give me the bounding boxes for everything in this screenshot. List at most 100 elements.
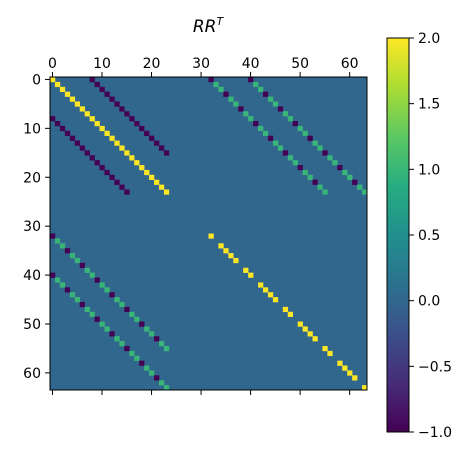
heatmap-cell — [134, 316, 140, 322]
heatmap-cell — [69, 253, 76, 259]
heatmap-cell — [248, 272, 254, 278]
heatmap-cell — [119, 184, 125, 190]
heatmap-cell — [163, 150, 170, 156]
heatmap-cell — [84, 150, 90, 156]
heatmap-cell — [262, 130, 269, 136]
heatmap-cell — [258, 282, 264, 288]
heatmap-cell — [253, 121, 259, 127]
heatmap-cell — [69, 96, 76, 102]
y-tick-label: 20 — [23, 170, 41, 186]
heatmap-cell — [104, 91, 110, 97]
heatmap-cell — [352, 375, 358, 381]
plot-frame — [49, 76, 368, 391]
heatmap-cell — [322, 345, 328, 352]
heatmap-cell — [89, 77, 95, 83]
heatmap-cell — [134, 121, 140, 127]
heatmap-cell — [79, 145, 85, 151]
heatmap-cell — [124, 306, 130, 313]
heatmap-cell — [114, 140, 120, 146]
chart-title: RRT — [193, 15, 225, 37]
heatmap-cell — [258, 86, 264, 92]
heatmap-cell — [109, 96, 115, 102]
heatmap-cell — [99, 86, 105, 92]
heatmap-cell — [139, 360, 145, 366]
heatmap-cell — [50, 116, 56, 122]
heatmap-cell — [287, 311, 293, 317]
heatmap-cell — [223, 248, 229, 254]
heatmap-cell — [267, 96, 274, 102]
heatmap-cell — [59, 125, 66, 132]
heatmap-cell — [50, 77, 56, 83]
heatmap-cell — [149, 135, 155, 141]
heatmap-cell — [79, 262, 85, 269]
colorbar-ticks: 2.0 1.5 1.0 0.5 0.0 −0.5 −1.0 — [409, 31, 452, 441]
heatmap-cell — [109, 174, 115, 180]
heatmap-cell — [79, 301, 85, 308]
heatmap-cell — [104, 287, 110, 293]
heatmap-cell — [139, 125, 145, 132]
colorbar-tick-label: 0.5 — [418, 228, 440, 244]
heatmap-cell — [144, 130, 150, 136]
heatmap-cell — [302, 169, 308, 176]
y-tick-label: 30 — [23, 219, 41, 235]
y-tick-label: 40 — [23, 268, 41, 284]
heatmap-cell — [69, 135, 76, 141]
heatmap-cell — [154, 140, 160, 146]
heatmap-cell — [104, 169, 110, 176]
heatmap-cell — [327, 155, 333, 161]
heatmap-cell — [54, 277, 61, 283]
heatmap-cell — [208, 233, 214, 239]
heatmap-cell — [74, 297, 81, 303]
heatmap-cell — [158, 145, 165, 151]
heatmap-cell — [154, 375, 160, 381]
heatmap-cell — [258, 125, 264, 132]
heatmap-cell — [362, 189, 368, 195]
heatmap-cell — [208, 77, 214, 83]
heatmap-cell — [144, 326, 150, 332]
heatmap-cell — [114, 336, 120, 342]
heatmap-cells — [50, 77, 368, 391]
heatmap-cell — [262, 287, 269, 293]
heatmap-cell — [109, 135, 115, 141]
heatmap-cell — [337, 360, 343, 366]
heatmap-cell — [312, 336, 318, 342]
heatmap-cell — [292, 160, 298, 166]
heatmap-cell — [248, 77, 254, 83]
heatmap-cell — [287, 116, 293, 122]
heatmap-cell — [50, 233, 56, 239]
heatmap-cell — [114, 297, 120, 303]
heatmap-cell — [99, 165, 105, 171]
heatmap-cell — [243, 267, 249, 273]
heatmap-cell — [297, 125, 303, 132]
heatmap-cell — [114, 101, 120, 107]
heatmap-cell — [139, 165, 145, 171]
heatmap-cell — [149, 370, 155, 376]
heatmap-cell — [218, 243, 224, 249]
heatmap-cell — [163, 189, 170, 195]
heatmap-cell — [50, 272, 56, 278]
heatmap-cell — [89, 311, 95, 317]
colorbar — [386, 37, 410, 433]
heatmap-cell — [253, 81, 259, 88]
heatmap-cell — [54, 238, 61, 244]
heatmap-cell — [154, 179, 160, 185]
heatmap-cell — [94, 316, 100, 322]
heatmap-cell — [272, 297, 279, 303]
heatmap-cell — [223, 91, 229, 97]
heatmap-cell — [99, 321, 105, 327]
heatmap-cell — [94, 277, 100, 283]
heatmap-cell — [134, 160, 140, 166]
heatmap-cell — [312, 179, 318, 185]
heatmap-cell — [104, 130, 110, 136]
heatmap-cell — [54, 121, 61, 127]
heatmap-cell — [233, 101, 239, 107]
heatmap-cell — [317, 184, 323, 190]
heatmap-cell — [124, 345, 130, 352]
colorbar-tick-label: 2.0 — [418, 31, 440, 47]
heatmap-cell — [282, 306, 289, 313]
x-tick-label: 10 — [93, 56, 111, 72]
heatmap-cell — [312, 140, 318, 146]
heatmap-cell — [59, 282, 66, 288]
heatmap-cell — [342, 169, 348, 176]
heatmap-cell — [139, 321, 145, 327]
